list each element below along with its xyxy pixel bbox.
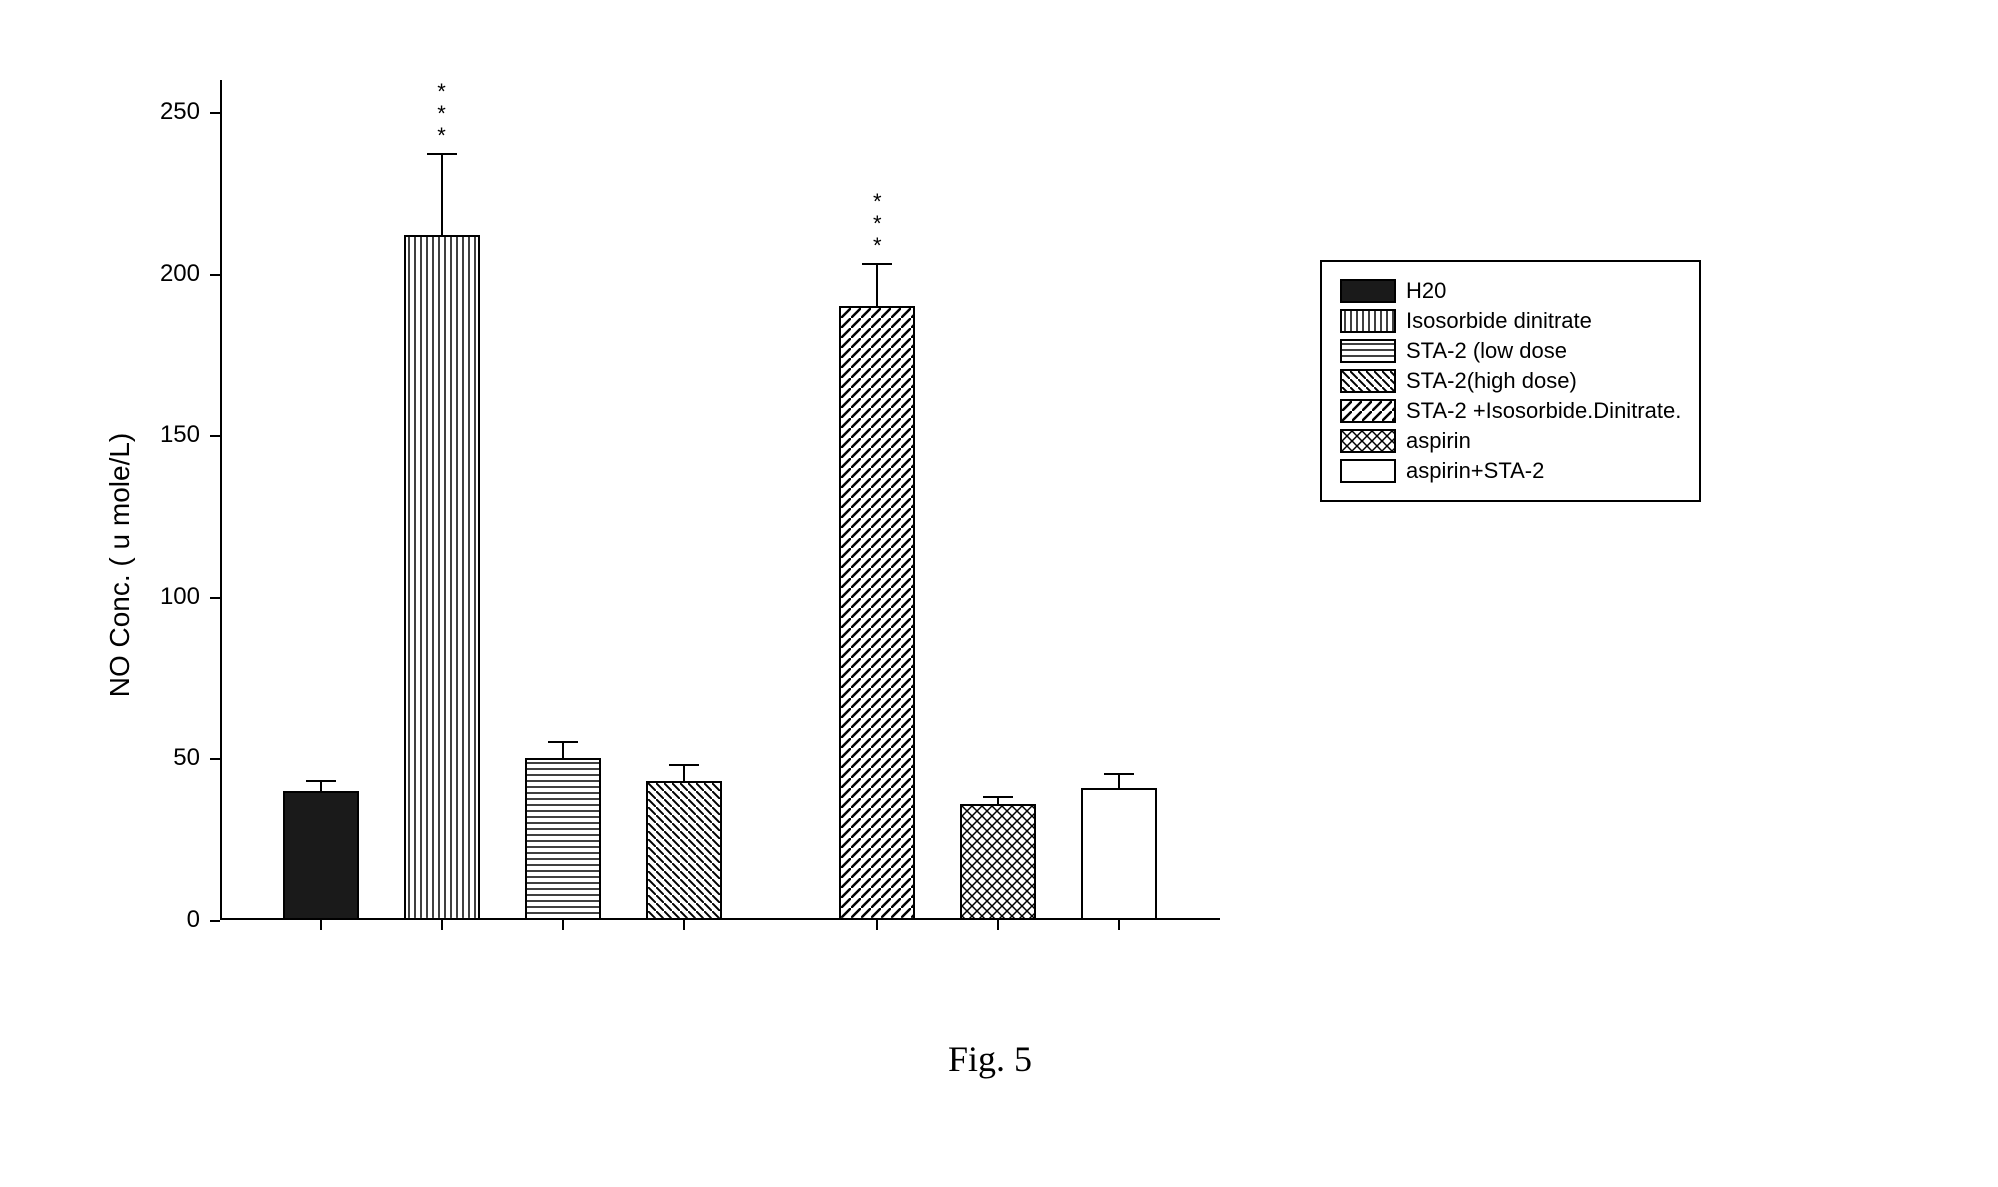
- plot-area: * * * * * *: [220, 80, 1220, 960]
- error-bar: [562, 741, 564, 760]
- legend-swatch: [1340, 429, 1396, 453]
- error-bar: [1118, 773, 1120, 789]
- legend: H20 Isosorbide dinitrate STA-2 (low dose ST…: [1320, 260, 1701, 502]
- error-cap: [548, 741, 578, 743]
- legend-swatch: [1340, 369, 1396, 393]
- x-tick: [562, 920, 564, 930]
- bar: * * *: [839, 306, 915, 920]
- figure-label: Fig. 5: [948, 1038, 1032, 1080]
- y-tick-label: 50: [140, 744, 200, 772]
- legend-label: aspirin: [1406, 428, 1471, 454]
- legend-swatch: [1340, 459, 1396, 483]
- significance-label: * * *: [437, 81, 446, 147]
- bar: [1081, 788, 1157, 920]
- error-cap: [306, 780, 336, 782]
- legend-label: Isosorbide dinitrate: [1406, 308, 1592, 334]
- error-cap: [983, 796, 1013, 798]
- bar-slot: [502, 758, 623, 920]
- bars-region: * * * * * *: [220, 80, 1220, 920]
- y-tick-label: 200: [140, 260, 200, 288]
- legend-swatch: [1340, 309, 1396, 333]
- legend-row: STA-2 (low dose: [1340, 338, 1681, 364]
- legend-swatch: [1340, 339, 1396, 363]
- legend-row: Isosorbide dinitrate: [1340, 308, 1681, 334]
- bar: [646, 781, 722, 920]
- error-bar: [441, 153, 443, 237]
- x-tick: [997, 920, 999, 930]
- legend-label: STA-2(high dose): [1406, 368, 1577, 394]
- x-tick: [320, 920, 322, 930]
- y-tick: [210, 758, 220, 760]
- bar-slot: * * *: [381, 235, 502, 920]
- x-tick: [876, 920, 878, 930]
- bar-slot: * * *: [817, 306, 938, 920]
- error-cap: [1104, 773, 1134, 775]
- y-axis-title: NO Conc. ( u mole/L): [104, 433, 136, 698]
- bar-chart: NO Conc. ( u mole/L) * * * * * * 0 50 100 15…: [40, 40, 1940, 1090]
- y-tick-label: 0: [140, 906, 200, 934]
- bar-slot: [623, 781, 744, 920]
- error-bar: [876, 263, 878, 308]
- error-cap: [427, 153, 457, 155]
- legend-label: H20: [1406, 278, 1446, 304]
- bar: [525, 758, 601, 920]
- y-tick-label: 250: [140, 98, 200, 126]
- legend-swatch: [1340, 399, 1396, 423]
- bar-slot: [260, 791, 381, 920]
- bar: [960, 804, 1036, 920]
- bar-slot: [938, 804, 1059, 920]
- legend-label: STA-2 (low dose: [1406, 338, 1567, 364]
- error-bar: [997, 796, 999, 806]
- y-tick: [210, 112, 220, 114]
- x-tick: [683, 920, 685, 930]
- error-cap: [669, 764, 699, 766]
- legend-row: STA-2 +Isosorbide.Dinitrate.: [1340, 398, 1681, 424]
- y-tick: [210, 274, 220, 276]
- y-tick: [210, 435, 220, 437]
- bar-slot: [1059, 788, 1180, 920]
- legend-label: aspirin+STA-2: [1406, 458, 1544, 484]
- significance-label: * * *: [873, 191, 882, 257]
- legend-row: aspirin: [1340, 428, 1681, 454]
- y-tick-label: 100: [140, 583, 200, 611]
- y-tick: [210, 920, 220, 922]
- bar: [283, 791, 359, 920]
- legend-row: H20: [1340, 278, 1681, 304]
- x-tick: [441, 920, 443, 930]
- legend-swatch: [1340, 279, 1396, 303]
- bar: * * *: [404, 235, 480, 920]
- y-tick: [210, 597, 220, 599]
- x-tick: [1118, 920, 1120, 930]
- y-tick-label: 150: [140, 421, 200, 449]
- error-bar: [683, 764, 685, 783]
- legend-row: aspirin+STA-2: [1340, 458, 1681, 484]
- error-cap: [862, 263, 892, 265]
- legend-row: STA-2(high dose): [1340, 368, 1681, 394]
- error-bar: [320, 780, 322, 793]
- legend-label: STA-2 +Isosorbide.Dinitrate.: [1406, 398, 1681, 424]
